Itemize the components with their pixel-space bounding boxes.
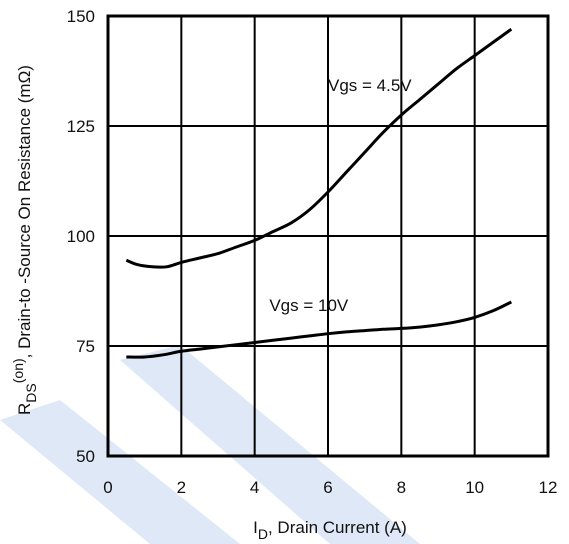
- series-labels: Vgs = 4.5V Vgs = 10V: [269, 76, 412, 315]
- y-axis-label-rest: , Drain-to -Source On Resistance (mΩ): [15, 65, 34, 358]
- x-axis-label-rest: , Drain Current (A): [268, 518, 407, 537]
- y-axis-label-sup: (on): [10, 358, 26, 383]
- series-line-1: [126, 300, 512, 359]
- y-tick-label: 50: [76, 447, 95, 466]
- x-tick-label: 12: [539, 478, 558, 497]
- y-axis-label-main: R: [15, 403, 34, 415]
- x-tick-label: 8: [397, 478, 406, 497]
- y-tick-label: 100: [67, 227, 95, 246]
- watermark-stripe: [0, 400, 240, 544]
- x-axis-label: ID, Drain Current (A): [253, 518, 407, 542]
- y-axis-label-sub: DS: [23, 383, 39, 402]
- series-label-1: Vgs = 10V: [269, 296, 349, 315]
- plot-frame: [106, 14, 550, 458]
- series-label-0: Vgs = 4.5V: [328, 76, 412, 95]
- x-tick-label: 10: [465, 478, 484, 497]
- x-tick-label: 6: [323, 478, 332, 497]
- y-tick-labels: 50 75 100 125 150: [67, 7, 95, 466]
- x-axis-label-main: I: [253, 518, 258, 537]
- watermark: [0, 345, 420, 544]
- y-tick-label: 150: [67, 7, 95, 26]
- series-lines: [125, 27, 513, 359]
- y-tick-label: 125: [67, 117, 95, 136]
- x-tick-label: 4: [250, 478, 259, 497]
- x-tick-label: 2: [177, 478, 186, 497]
- y-tick-label: 75: [76, 337, 95, 356]
- x-tick-label: 0: [103, 478, 112, 497]
- watermark-stripe: [120, 345, 420, 544]
- y-axis-label: RDS(on), Drain-to -Source On Resistance …: [10, 65, 39, 415]
- x-tick-labels: 0 2 4 6 8 10 12: [103, 478, 557, 497]
- x-axis-label-sub: D: [258, 526, 268, 542]
- series-line-0: [125, 27, 513, 269]
- grid: [108, 16, 548, 456]
